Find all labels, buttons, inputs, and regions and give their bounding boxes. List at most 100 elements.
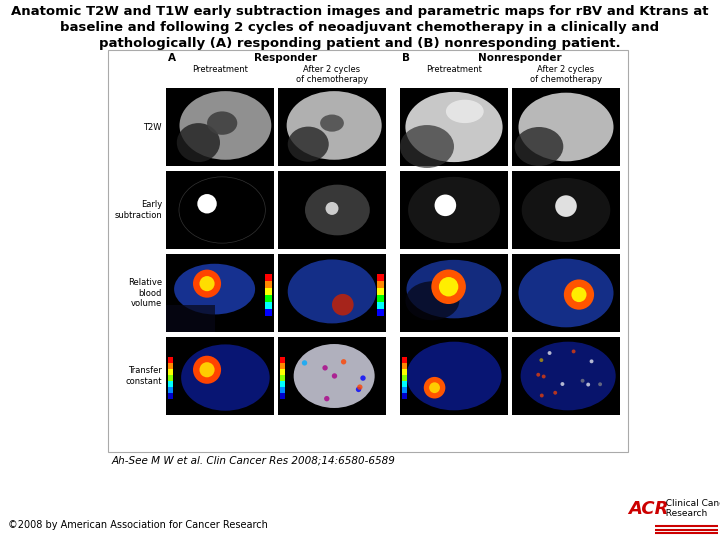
Bar — [265, 288, 272, 295]
Bar — [377, 295, 384, 302]
Bar — [265, 281, 272, 288]
Circle shape — [540, 394, 544, 397]
Bar — [278, 88, 386, 166]
Bar — [377, 281, 384, 288]
Ellipse shape — [515, 127, 563, 166]
Bar — [400, 337, 508, 415]
Ellipse shape — [174, 264, 255, 314]
Bar — [168, 363, 173, 369]
Bar — [280, 393, 285, 400]
Circle shape — [199, 276, 215, 291]
Bar — [512, 171, 620, 249]
Bar — [402, 381, 407, 387]
Bar — [278, 254, 386, 332]
Ellipse shape — [320, 114, 344, 132]
Circle shape — [429, 382, 440, 393]
Circle shape — [197, 194, 217, 213]
Ellipse shape — [522, 178, 611, 242]
Text: T2W: T2W — [143, 123, 162, 132]
Circle shape — [193, 356, 221, 384]
Bar — [265, 302, 272, 309]
Text: Clinical Cancer
  Research: Clinical Cancer Research — [660, 498, 720, 518]
Circle shape — [564, 279, 594, 309]
Text: After 2 cycles
of chemotherapy: After 2 cycles of chemotherapy — [296, 65, 368, 84]
Circle shape — [572, 349, 575, 353]
Bar — [280, 375, 285, 381]
Circle shape — [586, 383, 590, 387]
Text: Responder: Responder — [254, 53, 318, 63]
Bar — [280, 363, 285, 369]
Text: Pretreatment: Pretreatment — [426, 65, 482, 74]
Bar — [402, 375, 407, 381]
Bar — [166, 337, 274, 415]
Circle shape — [580, 379, 585, 383]
Circle shape — [193, 269, 221, 298]
Bar — [280, 387, 285, 393]
Bar — [166, 305, 215, 332]
Bar — [400, 88, 508, 166]
Text: ©2008 by American Association for Cancer Research: ©2008 by American Association for Cancer… — [8, 520, 268, 530]
Bar — [265, 273, 272, 281]
Bar — [512, 337, 620, 415]
Ellipse shape — [400, 125, 454, 168]
Circle shape — [323, 365, 328, 370]
Circle shape — [536, 373, 540, 377]
Circle shape — [590, 360, 593, 363]
Bar — [280, 369, 285, 375]
Circle shape — [553, 391, 557, 395]
Circle shape — [302, 360, 307, 366]
Bar — [278, 337, 386, 415]
Ellipse shape — [179, 91, 271, 160]
Bar — [168, 393, 173, 400]
Circle shape — [324, 396, 330, 401]
Circle shape — [431, 269, 466, 304]
Ellipse shape — [518, 93, 613, 161]
Circle shape — [357, 384, 363, 390]
Bar — [108, 50, 628, 452]
Circle shape — [555, 195, 577, 217]
Text: ACR: ACR — [628, 500, 668, 518]
Bar — [265, 295, 272, 302]
Bar — [168, 369, 173, 375]
Bar — [280, 381, 285, 387]
Bar — [377, 273, 384, 281]
Text: Transfer
constant: Transfer constant — [125, 366, 162, 386]
Bar — [400, 254, 508, 332]
Text: A: A — [168, 53, 176, 63]
Text: Ah-See M W et al. Clin Cancer Res 2008;14:6580-6589: Ah-See M W et al. Clin Cancer Res 2008;1… — [112, 456, 396, 466]
Bar — [402, 387, 407, 393]
Bar — [278, 171, 386, 249]
Bar — [512, 88, 620, 166]
Ellipse shape — [288, 126, 329, 161]
Bar — [168, 387, 173, 393]
Bar — [402, 356, 407, 363]
Circle shape — [424, 377, 446, 399]
Circle shape — [435, 194, 456, 216]
Text: Nonresponder: Nonresponder — [478, 53, 562, 63]
Ellipse shape — [294, 344, 374, 408]
Bar — [265, 309, 272, 316]
Bar — [166, 88, 274, 166]
Bar — [402, 363, 407, 369]
Circle shape — [548, 351, 552, 355]
Bar — [512, 254, 620, 332]
Bar — [377, 288, 384, 295]
Bar — [280, 356, 285, 363]
Circle shape — [356, 387, 361, 392]
Bar — [168, 375, 173, 381]
Text: Anatomic T2W and T1W early subtraction images and parametric maps for rBV and Kt: Anatomic T2W and T1W early subtraction i… — [12, 5, 708, 50]
Circle shape — [560, 382, 564, 386]
Circle shape — [439, 277, 459, 296]
Ellipse shape — [181, 345, 270, 411]
Ellipse shape — [518, 259, 613, 327]
Circle shape — [541, 375, 546, 379]
Bar — [168, 381, 173, 387]
Text: B: B — [402, 53, 410, 63]
Circle shape — [332, 294, 354, 315]
Text: Early
subtraction: Early subtraction — [114, 200, 162, 220]
Bar — [402, 393, 407, 400]
Circle shape — [360, 375, 366, 381]
Bar — [377, 309, 384, 316]
Circle shape — [572, 287, 587, 302]
Ellipse shape — [407, 342, 502, 410]
